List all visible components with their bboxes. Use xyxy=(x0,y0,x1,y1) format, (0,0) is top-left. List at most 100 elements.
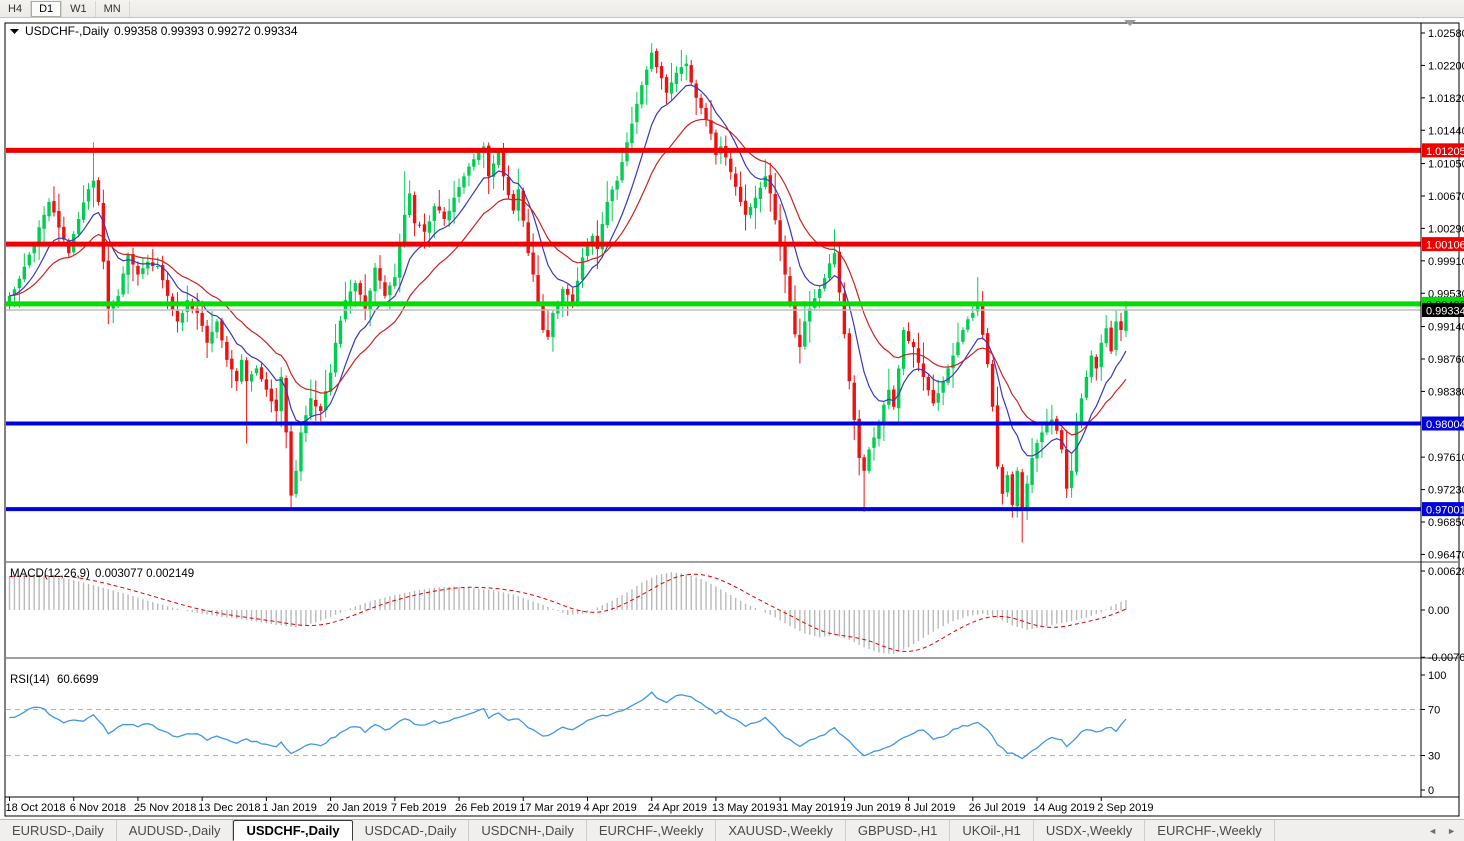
candle-body xyxy=(274,399,278,412)
candle-body xyxy=(575,280,580,305)
price-tick-label: 0.98760 xyxy=(1428,354,1464,366)
price-label-1.01205: 1.01205 xyxy=(1422,143,1464,158)
price-pane-surface[interactable] xyxy=(6,27,1421,557)
rsi-label: RSI(14) xyxy=(10,674,50,686)
candle-body xyxy=(709,120,713,134)
candle-body xyxy=(995,405,1000,467)
date-tick-label: 14 Aug 2019 xyxy=(1033,802,1095,814)
macd-pane-surface[interactable] xyxy=(6,563,1421,657)
chart-tabs-bar: EURUSD-,Daily AUDUSD-,Daily USDCHF-,Daily U… xyxy=(0,819,1464,841)
chart-tab-audusd-daily[interactable]: AUDUSD-,Daily xyxy=(117,820,234,841)
date-axis[interactable]: 18 Oct 2018 6 Nov 2018 25 Nov 2018 13 Dec 2… xyxy=(6,797,1154,814)
candle-body xyxy=(353,283,357,292)
chart-tab-usdx-weekly[interactable]: USDX-,Weekly xyxy=(1034,820,1146,841)
candle-body xyxy=(57,210,61,228)
chart-tab-eurusd-daily[interactable]: EURUSD-,Daily xyxy=(0,820,117,841)
candle-body xyxy=(294,470,298,495)
date-tick-label: 6 Nov 2018 xyxy=(70,802,126,814)
candle-body xyxy=(536,275,540,304)
candle-body xyxy=(511,194,516,211)
candle-body xyxy=(1104,328,1108,344)
candle-body xyxy=(605,201,609,226)
chart-tab-usdcnh-daily[interactable]: USDCNH-,Daily xyxy=(469,820,587,841)
price-axis[interactable]: 1.02580 1.02200 1.01820 1.01440 1.01050 1.006… xyxy=(1421,28,1464,561)
macd-axis[interactable]: 0.006286 0.00 -0.00762 xyxy=(1421,566,1464,664)
rsi-tick-label: 30 xyxy=(1428,751,1440,763)
chart-canvas[interactable]: 1.02580 1.02200 1.01820 1.01440 1.01050 1.006… xyxy=(0,17,1464,820)
candle-body xyxy=(817,289,822,298)
tab-scroll-nav: ◄ ► xyxy=(1420,820,1464,841)
chart-tab-usdchf-daily[interactable]: USDCHF-,Daily xyxy=(233,820,353,841)
candle-body xyxy=(1119,321,1123,330)
macd-tick-label: 0.006286 xyxy=(1428,566,1464,578)
chart-tab-usdcad-daily[interactable]: USDCAD-,Daily xyxy=(353,820,470,841)
chart-header: USDCHF-,Daily 0.99358 0.99393 0.99272 0.9… xyxy=(10,24,298,38)
candle-body xyxy=(81,202,86,220)
candle-body xyxy=(328,372,333,392)
candle-body xyxy=(447,210,451,221)
candle-body xyxy=(126,254,130,275)
indicator-collapse-triangle-icon[interactable] xyxy=(10,29,19,34)
current-price-label: 0.99334 xyxy=(1422,303,1464,318)
macd-pane xyxy=(8,572,1127,655)
candle-body xyxy=(936,393,940,403)
chart-tab-gbpusd-h1[interactable]: GBPUSD-,H1 xyxy=(846,820,951,841)
price-tick-label: 0.96850 xyxy=(1428,517,1464,529)
candle-body xyxy=(333,342,338,373)
candle-body xyxy=(269,388,274,402)
candle-body xyxy=(778,220,782,245)
chart-tab-eurchf-weekly[interactable]: EURCHF-,Weekly xyxy=(587,820,717,841)
date-tick-label: 26 Feb 2019 xyxy=(455,802,517,814)
date-tick-label: 7 Feb 2019 xyxy=(391,802,447,814)
ohlc-values: 0.99358 0.99393 0.99272 0.99334 xyxy=(114,24,298,38)
svg-text:1.01205: 1.01205 xyxy=(1426,146,1464,158)
candle-body xyxy=(506,176,511,196)
candle-body xyxy=(635,103,639,123)
candle-body xyxy=(753,197,758,209)
candle-body xyxy=(338,320,343,345)
tab-scroll-right-icon[interactable]: ► xyxy=(1447,825,1456,836)
candle-body xyxy=(1089,355,1094,378)
rsi-tick-label: 100 xyxy=(1428,670,1446,682)
candle-body xyxy=(758,187,763,199)
chart-tab-eurchf-weekly[interactable]: EURCHF-,Weekly xyxy=(1145,820,1275,841)
candle-body xyxy=(323,391,328,411)
candle-body xyxy=(1114,321,1118,351)
candle-body xyxy=(1045,424,1049,433)
timeframe-button-W1[interactable]: W1 xyxy=(62,0,96,17)
candle-body xyxy=(768,175,772,194)
candle-body xyxy=(284,378,288,433)
candle-body xyxy=(215,321,219,333)
candle-body xyxy=(842,293,847,335)
candle-body xyxy=(254,368,259,374)
candle-body xyxy=(156,265,160,267)
chart-tab-xauusd-weekly[interactable]: XAUUSD-,Weekly xyxy=(716,820,846,841)
price-tick-label: 0.99140 xyxy=(1428,322,1464,334)
timeframe-button-H4[interactable]: H4 xyxy=(0,0,32,17)
candle-body xyxy=(373,267,377,292)
chart-tab-ukoil-h1[interactable]: UKOil-,H1 xyxy=(950,820,1034,841)
candle-body xyxy=(803,321,807,347)
date-tick-label: 26 Jul 2019 xyxy=(969,802,1026,814)
rsi-axis[interactable]: 100 70 30 0 xyxy=(1421,670,1446,797)
rsi-pane-surface[interactable] xyxy=(6,660,1421,797)
tab-scroll-left-icon[interactable]: ◄ xyxy=(1428,825,1438,836)
date-tick-label: 25 Nov 2018 xyxy=(134,802,196,814)
timeframe-button-MN[interactable]: MN xyxy=(96,0,130,17)
candle-body xyxy=(96,180,101,202)
candle-body xyxy=(62,226,66,240)
chart-shift-marker-icon[interactable] xyxy=(1124,20,1136,26)
candle-body xyxy=(704,107,708,120)
candle-body xyxy=(101,203,106,262)
timeframe-button-D1[interactable]: D1 xyxy=(31,0,63,17)
candle-body xyxy=(106,260,110,309)
candle-body xyxy=(47,201,51,217)
candle-body xyxy=(783,244,787,275)
candle-body xyxy=(556,303,560,314)
candle-body xyxy=(67,241,71,254)
candle-body xyxy=(383,282,387,296)
chart-tab-list: EURUSD-,Daily AUDUSD-,Daily USDCHF-,Daily U… xyxy=(0,820,1275,841)
candle-body xyxy=(531,252,535,275)
candle-body xyxy=(951,355,955,369)
candle-body xyxy=(926,376,931,391)
